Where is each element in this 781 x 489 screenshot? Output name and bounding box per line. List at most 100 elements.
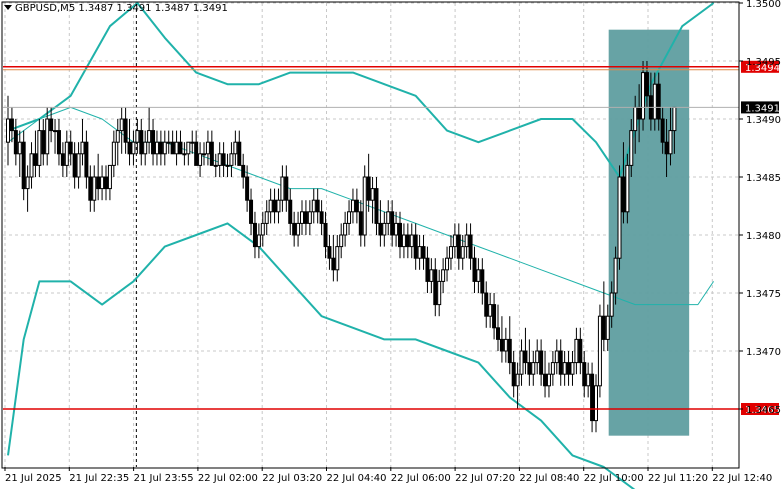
candle-body-down — [425, 257, 430, 282]
candle-body-up — [17, 141, 22, 155]
candle-body-up — [276, 199, 281, 213]
candle-body-up — [417, 246, 422, 259]
candle-body-down — [390, 211, 395, 236]
candle-body-up — [162, 141, 167, 155]
candle-body-up — [143, 141, 148, 155]
candle-body-down — [68, 141, 73, 155]
candle-body-up — [233, 141, 238, 155]
candle-body-up — [546, 373, 551, 387]
candle-body-down — [249, 199, 254, 224]
candle-body-down — [523, 350, 528, 364]
chart-header[interactable]: GBPUSD,M5 1.3487 1.3491 1.3487 1.3491 — [4, 3, 228, 14]
candle-body-up — [394, 222, 399, 236]
candle-body-down — [170, 141, 175, 155]
chevron-down-icon[interactable] — [4, 5, 12, 10]
candle-body-up — [652, 83, 657, 120]
candle-body-up — [562, 362, 567, 375]
candle-body-up — [76, 153, 81, 178]
candle-body-up — [597, 315, 602, 387]
candle-body-down — [237, 141, 242, 166]
candle-body-down — [590, 373, 595, 422]
candle-body-up — [574, 338, 579, 364]
time-axis[interactable]: 21 Jul 2025 21 Jul 22:35 21 Jul 23:55 22 Ju… — [4, 467, 772, 484]
candle-body-up — [629, 130, 634, 166]
candle-body-down — [96, 176, 101, 190]
candle-body-down — [245, 176, 250, 201]
candle-body-up — [174, 141, 179, 155]
level-price-box — [741, 403, 779, 415]
candle-body-up — [625, 164, 630, 213]
candle-body-down — [84, 141, 89, 178]
candlestick-series — [6, 61, 677, 433]
candle-body-up — [115, 130, 120, 143]
candle-body-up — [445, 257, 450, 271]
candle-body-down — [566, 362, 571, 375]
candle-body-up — [111, 141, 116, 166]
candle-body-up — [198, 153, 203, 166]
candle-body-up — [409, 234, 414, 248]
candle-body-up — [605, 315, 610, 340]
candle-body-up — [335, 246, 340, 271]
candle-body-up — [476, 269, 481, 282]
candle-body-down — [104, 176, 108, 190]
candle-body-down — [331, 257, 336, 271]
candle-body-up — [370, 188, 375, 201]
candle-body-up — [515, 373, 520, 387]
candle-body-up — [460, 246, 465, 259]
candle-body-up — [119, 118, 124, 132]
candle-body-down — [637, 106, 642, 120]
candle-body-up — [80, 141, 85, 155]
candle-body-down — [158, 141, 163, 155]
candle-body-up — [135, 130, 140, 143]
level-price-box — [741, 60, 779, 73]
candle-body-up — [296, 222, 301, 236]
price-axis[interactable]: 1.3500 1.3495 1.3490 1.3485 1.3480 1.3475 1.34… — [739, 0, 781, 416]
candle-body-down — [327, 246, 332, 259]
candle-body-down — [139, 130, 144, 155]
candle-body-down — [41, 130, 46, 155]
candle-body-up — [264, 211, 269, 224]
candle-body-down — [413, 234, 418, 259]
candle-body-down — [660, 118, 665, 143]
candle-body-up — [488, 304, 493, 317]
candle-body-down — [33, 153, 38, 166]
candle-body-up — [147, 130, 152, 143]
candle-body-down — [656, 83, 661, 120]
candle-body-down — [492, 304, 497, 329]
candle-body-up — [672, 106, 677, 132]
candle-body-up — [29, 153, 34, 178]
current-price-label: 1.3491 — [745, 103, 780, 114]
candle-body-down — [319, 211, 324, 224]
candle-body-down — [88, 176, 93, 201]
current-price-box — [741, 101, 779, 114]
candle-body-up — [437, 280, 442, 306]
candle-body-up — [339, 234, 344, 248]
bollinger-upper — [7, 2, 715, 178]
price-tick-label: 1.3485 — [746, 173, 781, 184]
candle-body-up — [343, 222, 348, 236]
plot-frame — [1, 1, 740, 469]
candle-body-up — [586, 373, 591, 387]
candle-body-down — [241, 164, 246, 178]
candle-body-up — [441, 269, 446, 282]
candle-body-up — [205, 141, 210, 155]
candle-body-up — [190, 141, 195, 144]
candle-body-down — [354, 199, 359, 213]
candle-body-down — [315, 199, 320, 213]
candle-body-up — [53, 130, 58, 133]
candle-body-down — [378, 222, 383, 236]
time-tick-label: 22 Jul 03:20 — [262, 473, 322, 484]
candle-body-up — [362, 176, 367, 236]
candle-body-up — [131, 141, 136, 155]
candle-body-down — [292, 222, 297, 236]
candle-body-down — [472, 257, 477, 282]
horizontal-levels[interactable]: 1.3494 1.3465 — [3, 60, 780, 416]
price-tick-label: 1.3465 — [746, 405, 781, 416]
candle-body-down — [49, 118, 54, 132]
candle-body-down — [664, 141, 669, 155]
price-tick-label: 1.3500 — [746, 0, 781, 10]
candle-body-up — [260, 222, 265, 236]
level-price-label: 1.3494 — [745, 63, 780, 74]
candle-body-up — [531, 362, 536, 375]
